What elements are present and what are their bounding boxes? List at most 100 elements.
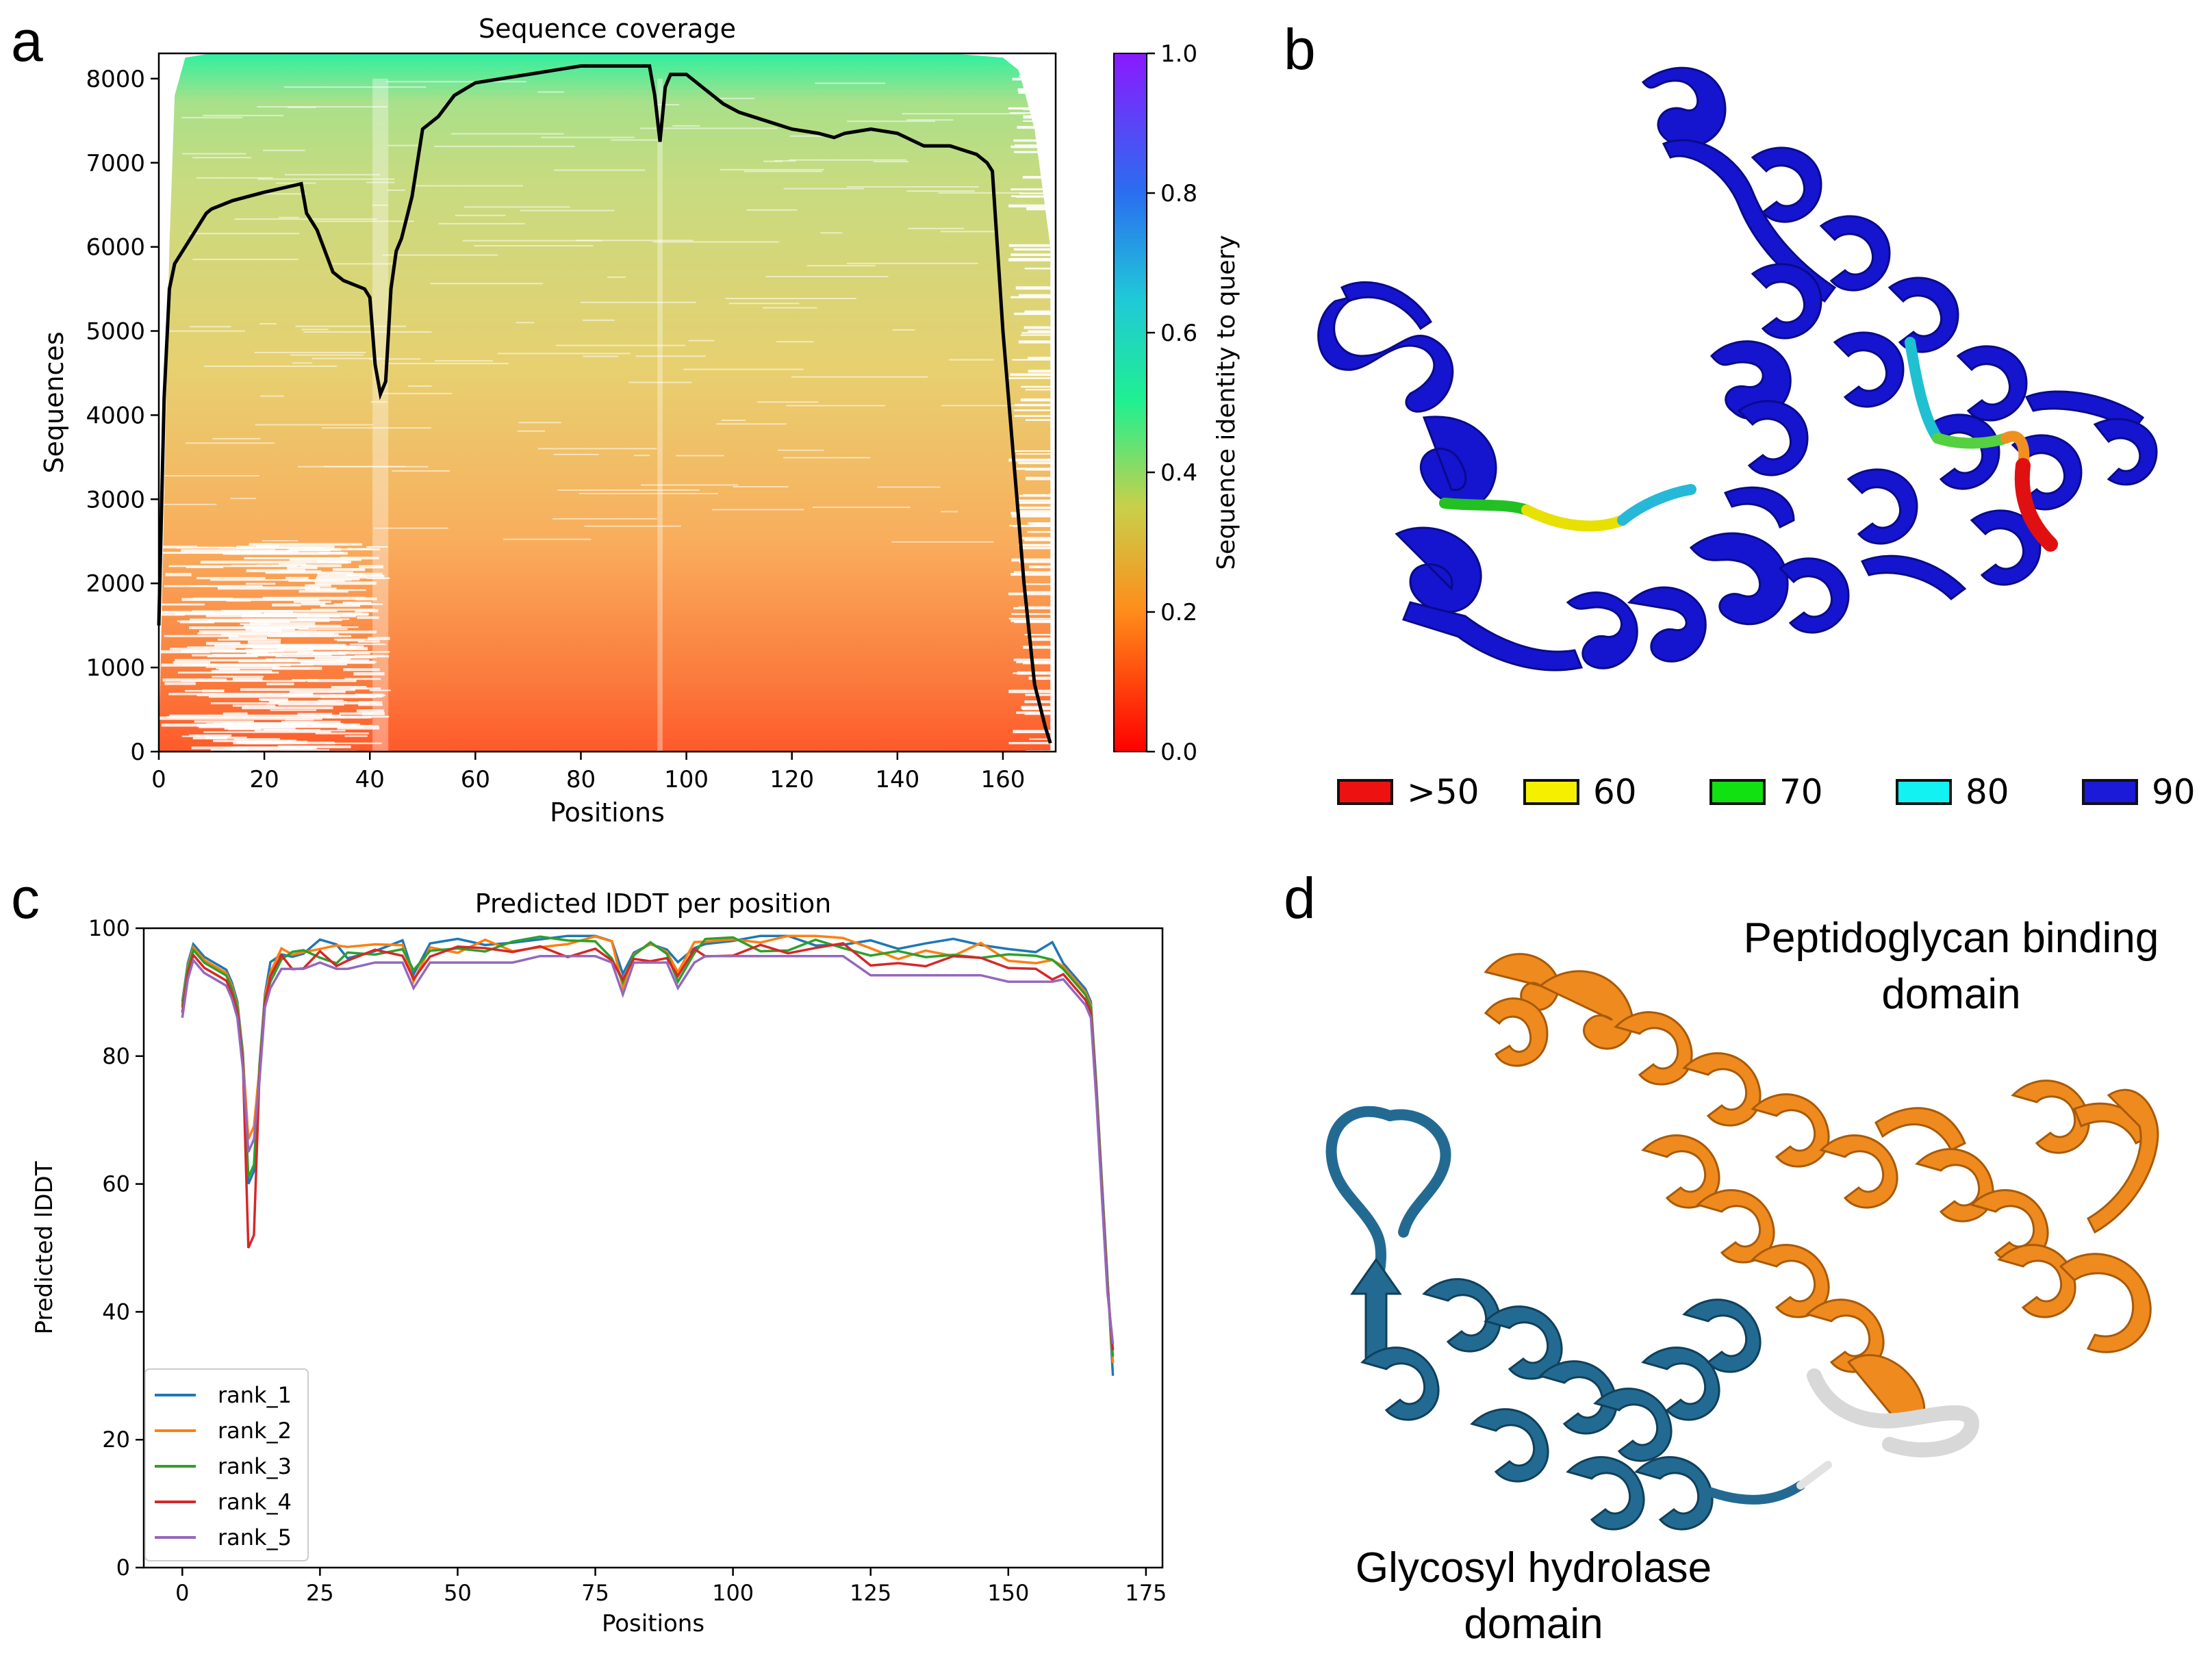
coverage-gap <box>344 678 381 680</box>
coverage-gap <box>246 569 305 572</box>
coverage-gap <box>1025 419 1051 421</box>
coverage-gap <box>1012 359 1051 361</box>
coverage-gap <box>262 149 305 151</box>
coverage-gap <box>846 186 980 188</box>
coverage-gap <box>1013 606 1051 610</box>
domain-structure <box>1325 953 2159 1531</box>
coverage-gap <box>221 633 339 637</box>
coverage-gap <box>301 602 326 606</box>
coverage-gap <box>555 344 686 346</box>
coverage-gap <box>347 548 373 550</box>
coverage-gap <box>281 720 341 724</box>
helix-segment <box>1484 997 1549 1067</box>
coverage-gap <box>245 648 314 652</box>
plddt-title: Predicted lDDT per position <box>475 889 832 919</box>
coverage-gap <box>164 682 196 685</box>
panel-letter-b: b <box>1284 17 1316 81</box>
colorbar-tick-label: 0.0 <box>1160 739 1197 766</box>
coverage-gap <box>295 325 407 327</box>
coverage-gap <box>941 511 958 513</box>
coverage-gap <box>355 654 384 656</box>
coverage-gap <box>275 182 316 184</box>
coverage-gap <box>181 598 320 601</box>
coverage-gap <box>212 654 332 656</box>
helix-segment <box>1846 468 1918 545</box>
plddt-legend: >50 60 70 80 90 <box>1337 772 2196 812</box>
coverage-gap <box>339 712 374 715</box>
series-line-rank_4 <box>181 942 1115 1351</box>
x-tick-label: 75 <box>581 1580 609 1606</box>
coverage-gap <box>353 672 385 676</box>
x-tick-label: 60 <box>461 766 490 793</box>
coverage-gap <box>169 714 342 718</box>
coverage-y-ticks: 0 1000 2000 3000 4000 5000 6000 7000 8000 <box>86 66 159 766</box>
coverage-gap <box>262 539 298 541</box>
helix-segment <box>1751 1093 1830 1168</box>
coverage-gap <box>414 185 524 187</box>
coverage-gap <box>287 566 318 570</box>
coverage-gap <box>1008 741 1051 745</box>
coverage-gap <box>162 603 205 606</box>
coverage-gap <box>1018 606 1051 609</box>
coverage-gap <box>272 666 322 670</box>
coverage-gap <box>1010 257 1051 260</box>
coverage-gap <box>337 639 365 641</box>
coverage-gap <box>368 637 390 641</box>
coverage-gap <box>259 322 277 324</box>
colorbar-tick-label: 0.6 <box>1160 320 1197 347</box>
coverage-gap <box>520 209 615 212</box>
strand-yellow <box>1521 505 1628 532</box>
coverage-line <box>157 64 1052 744</box>
coverage-gap <box>203 365 338 367</box>
coverage-gap <box>1009 112 1051 114</box>
legend-label-rank_1: rank_1 <box>218 1382 292 1408</box>
coverage-gap <box>270 709 317 711</box>
coverage-gap <box>757 401 819 403</box>
legend-label-rank_5: rank_5 <box>218 1524 292 1550</box>
helix-segment <box>1819 1134 1898 1209</box>
coverage-gap <box>230 749 329 751</box>
coverage-gap <box>366 715 390 718</box>
coverage-gap <box>503 538 592 540</box>
coverage-gap <box>382 254 498 256</box>
colorbar-tick-label: 0.8 <box>1160 180 1197 207</box>
coverage-gap <box>791 376 928 378</box>
coverage-gap <box>1021 332 1051 334</box>
strand-green <box>1439 498 1532 515</box>
coverage-gap <box>297 651 348 654</box>
y-tick-label: 80 <box>102 1043 130 1069</box>
x-tick-label: 25 <box>306 1580 334 1606</box>
coverage-gap <box>652 241 780 243</box>
coverage-gap <box>746 209 798 211</box>
coverage-gap <box>314 581 377 585</box>
coverage-gap <box>368 358 421 360</box>
coverage-gap <box>233 741 292 745</box>
coverage-x-ticks: 0 20 40 60 80 100 120 140 160 <box>151 752 1025 793</box>
x-tick-label: 150 <box>987 1580 1029 1606</box>
helix-segment <box>1395 526 1482 613</box>
legend-label-rank_2: rank_2 <box>218 1418 292 1444</box>
coverage-gap <box>188 233 300 235</box>
coverage-gap <box>579 493 719 495</box>
coverage-gap <box>873 161 908 163</box>
helix-segment <box>1956 345 2028 422</box>
coverage-gap <box>303 331 432 333</box>
coverage-gap <box>316 576 367 579</box>
helix-segment <box>2011 1080 2090 1154</box>
helix-segment <box>1709 340 1792 420</box>
coverage-gap <box>283 86 427 88</box>
coverage-gap <box>249 543 362 546</box>
coverage-gap <box>633 455 650 457</box>
coverage-gap <box>196 576 266 580</box>
coverage-gap <box>1022 661 1051 665</box>
series-line-rank_5 <box>181 954 1115 1344</box>
coverage-gap <box>1015 286 1051 290</box>
coverage-gap <box>189 734 232 737</box>
plddt-colored-structure: >50 60 70 80 90 <box>1317 66 2196 812</box>
y-tick-label: 0 <box>130 739 145 766</box>
coverage-gap <box>1020 398 1051 402</box>
helix-segment <box>1689 532 1789 626</box>
coverage-gap <box>721 420 746 422</box>
coverage-gap <box>196 177 273 179</box>
coverage-gap <box>1023 120 1051 122</box>
